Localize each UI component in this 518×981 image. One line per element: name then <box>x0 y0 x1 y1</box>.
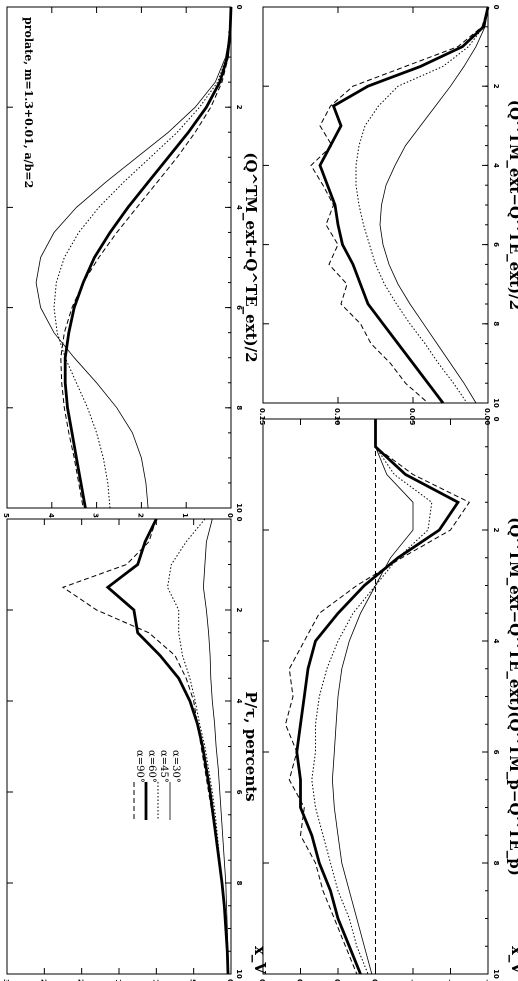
x-tick-label: 8 <box>235 881 243 886</box>
x-tick-label: 6 <box>235 305 243 310</box>
legend-label-3: α=60° <box>146 750 157 783</box>
series-line-1 <box>202 518 230 975</box>
x-tick-label: 10 <box>492 398 500 408</box>
x-axis-label: x_V <box>508 946 518 974</box>
series-line-1 <box>331 419 414 975</box>
panel-a: 0246810012345(Q^TM_ext+Q^TE_ext)/2prolat… <box>2 5 260 518</box>
y-tick-label: 0.05 <box>408 408 416 425</box>
series-line-3 <box>63 6 233 509</box>
x-tick-label: 6 <box>492 242 500 247</box>
y-tick-label: −0.02 <box>446 979 454 981</box>
series-line-1 <box>379 6 489 404</box>
x-tick-label: 6 <box>235 790 243 795</box>
series-line-2 <box>53 6 232 509</box>
x-tick-label: 0 <box>235 517 243 522</box>
x-tick-label: 8 <box>492 321 500 326</box>
series-line-4 <box>310 6 489 404</box>
y-axis-label: (Q^TM_ext−Q^TE_ext)(Q^TM_p−Q^TE_p) <box>506 517 518 876</box>
y-tick-label: 25 <box>39 979 47 981</box>
y-tick-label: 1 <box>181 513 189 518</box>
y-tick-label: 0.15 <box>258 408 266 425</box>
y-tick-label: 20 <box>77 979 85 981</box>
y-tick-label: 3 <box>92 513 100 518</box>
y-tick-label: 0.01 <box>333 979 341 981</box>
y-axis-label: P/τ, percents <box>242 691 260 801</box>
y-tick-label: 0 <box>226 979 234 981</box>
panel-annotation: prolate, m=1.3+0.01, a/b=2 <box>22 17 35 188</box>
x-tick-label: 4 <box>492 639 500 644</box>
x-tick-label: 4 <box>492 163 500 168</box>
x-tick-label: 10 <box>235 969 243 979</box>
legend-label-2: α=45° <box>158 750 169 783</box>
series-line-3 <box>105 518 230 975</box>
panel-c: 0246810051015202530P/τ, percentsx_Vα=30°… <box>2 517 269 981</box>
series-line-2 <box>166 518 229 975</box>
x-tick-label: 4 <box>235 699 243 704</box>
y-tick-label: 0.00 <box>483 408 491 425</box>
plot-frame <box>6 518 232 975</box>
y-tick-label: 0.02 <box>296 979 304 981</box>
legend-label-1: α=30° <box>170 750 181 783</box>
x-tick-label: 2 <box>492 528 500 533</box>
y-tick-label: 30 <box>2 979 10 981</box>
x-tick-label: 0 <box>235 5 243 10</box>
y-tick-label: 2 <box>136 513 144 518</box>
y-tick-label: −0.03 <box>483 979 491 981</box>
y-tick-label: −0.01 <box>408 979 416 981</box>
x-tick-label: 10 <box>492 969 500 979</box>
x-tick-label: 2 <box>235 105 243 110</box>
legend-label-4: α=90° <box>134 750 145 783</box>
y-tick-label: 10 <box>151 979 159 981</box>
x-tick-label: 6 <box>492 750 500 755</box>
series-line-4 <box>61 518 229 975</box>
x-tick-label: 2 <box>492 84 500 89</box>
y-tick-label: 0.10 <box>333 408 341 425</box>
panel-b: 0 2 4 6 8 100.00 0.05 0.10 0.15 (Q^TM_ext−Q^TE_ex… <box>258 5 518 426</box>
x-tick-label: 0 <box>492 5 500 10</box>
x-tick-label: 10 <box>235 503 243 513</box>
y-tick-label: 5 <box>2 513 10 518</box>
series-line-4 <box>284 419 471 975</box>
series-line-3 <box>295 419 461 975</box>
x-tick-label: 4 <box>235 205 243 210</box>
x-tick-label: 2 <box>235 608 243 613</box>
y-tick-label: 15 <box>114 979 122 981</box>
y-axis-label: (Q^TM_ext+Q^TE_ext)/2 <box>242 152 260 362</box>
x-tick-label: 8 <box>235 405 243 410</box>
x-axis-label: x_V <box>251 946 269 974</box>
y-tick-label: 4 <box>47 513 55 518</box>
series-line-3 <box>318 6 490 404</box>
y-tick-label: 0.00 <box>371 979 379 981</box>
x-tick-label: 8 <box>492 861 500 866</box>
y-axis-label: (Q^TM_ext−Q^TE_ext)/2 <box>506 100 518 310</box>
plot-frame <box>262 6 489 404</box>
y-tick-label: 0.03 <box>258 979 266 981</box>
panel-d: 0 2 4 6 8 10−0.03 −0.02 −0.01 0.00 0.01 0.02 0.03 (Q… <box>258 417 518 981</box>
series-line-4 <box>60 6 232 509</box>
series-line-1 <box>35 6 232 509</box>
x-tick-label: 0 <box>492 417 500 422</box>
y-tick-label: 0 <box>226 513 234 518</box>
y-tick-label: 5 <box>189 979 197 981</box>
